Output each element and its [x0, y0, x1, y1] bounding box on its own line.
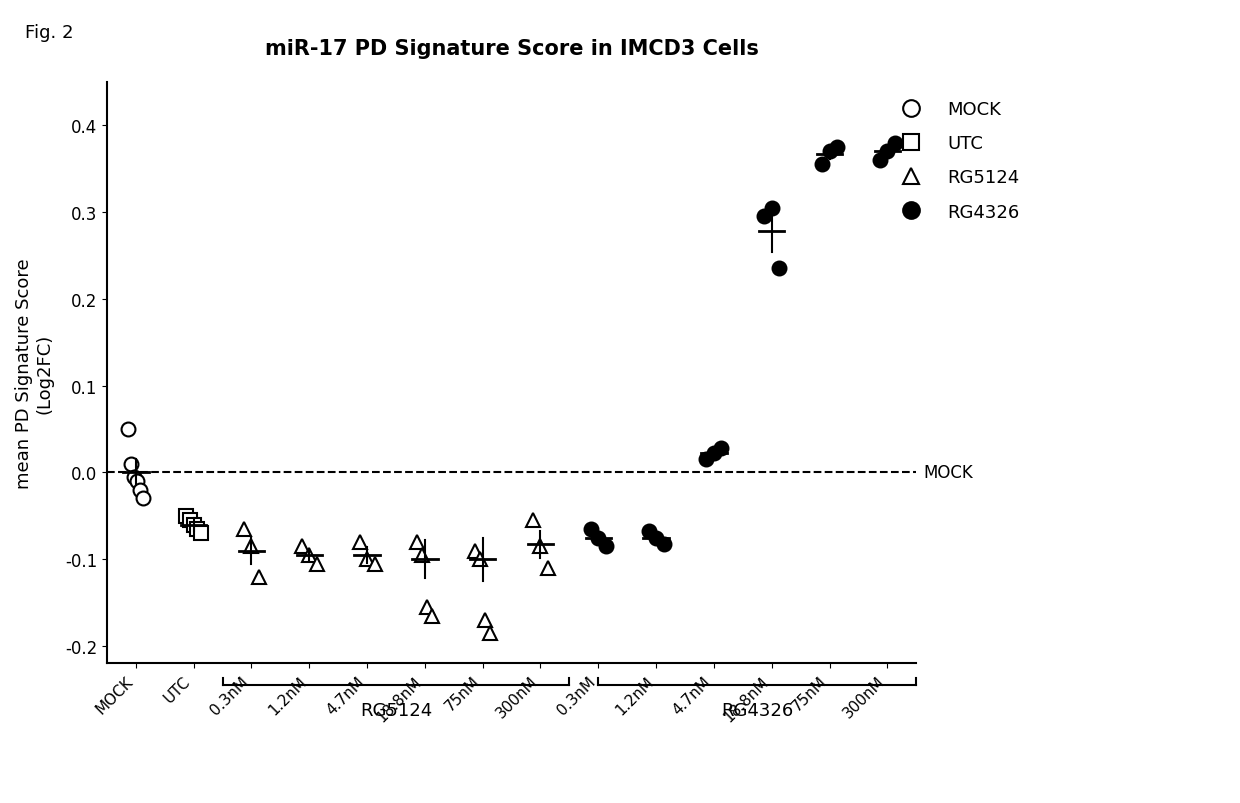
Title: miR-17 PD Signature Score in IMCD3 Cells: miR-17 PD Signature Score in IMCD3 Cells — [264, 39, 759, 59]
Legend: MOCK, UTC, RG5124, RG4326: MOCK, UTC, RG5124, RG4326 — [884, 92, 1029, 230]
Text: RG5124: RG5124 — [360, 701, 432, 719]
Y-axis label: mean PD Signature Score
(Log2FC): mean PD Signature Score (Log2FC) — [15, 258, 53, 488]
Text: MOCK: MOCK — [924, 464, 973, 482]
Text: RG4326: RG4326 — [722, 701, 794, 719]
Text: Fig. 2: Fig. 2 — [25, 24, 73, 42]
